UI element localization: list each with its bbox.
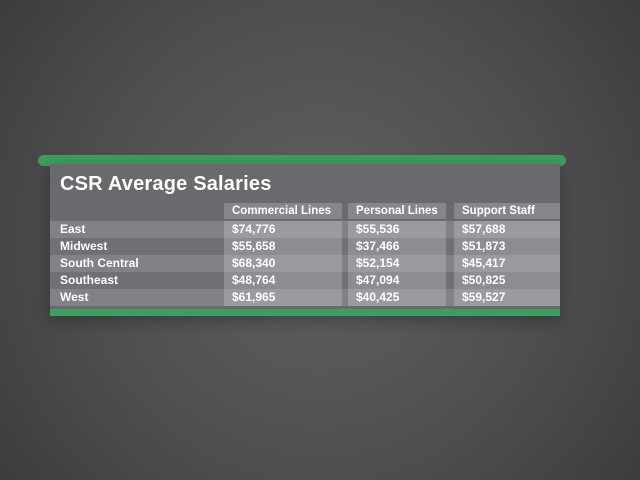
cell-value: $45,417 (454, 255, 560, 272)
table-row-south-central: South Central $68,340 $52,154 $45,417 (50, 255, 560, 272)
green-top-accent-bar (38, 155, 566, 166)
row-label: South Central (60, 256, 139, 270)
cell-value: $55,658 (224, 238, 342, 255)
cell-value: $50,825 (454, 272, 560, 289)
green-bottom-accent-bar (50, 309, 560, 316)
column-header-support-staff: Support Staff (454, 203, 560, 219)
cell-value: $48,764 (224, 272, 342, 289)
cell-value: $52,154 (348, 255, 446, 272)
row-label: West (60, 290, 89, 304)
cell-value: $68,340 (224, 255, 342, 272)
table-row-west: West $61,965 $40,425 $59,527 (50, 289, 560, 306)
row-label: Midwest (60, 239, 108, 253)
table-row-midwest: Midwest $55,658 $37,466 $51,873 (50, 238, 560, 255)
table-row-southeast: Southeast $48,764 $47,094 $50,825 (50, 272, 560, 289)
cell-value: $57,688 (454, 221, 560, 238)
table-title: CSR Average Salaries (60, 173, 272, 195)
column-header-personal-lines: Personal Lines (348, 203, 446, 219)
cell-value: $74,776 (224, 221, 342, 238)
row-label: East (60, 222, 86, 236)
cell-value: $59,527 (454, 289, 560, 306)
cell-value: $47,094 (348, 272, 446, 289)
row-label: Southeast (60, 273, 119, 287)
cell-value: $55,536 (348, 221, 446, 238)
cell-value: $40,425 (348, 289, 446, 306)
cell-value: $37,466 (348, 238, 446, 255)
table-body: East $74,776 $55,536 $57,688 Midwest $55… (50, 221, 560, 306)
table-row-east: East $74,776 $55,536 $57,688 (50, 221, 560, 238)
cell-value: $51,873 (454, 238, 560, 255)
salary-table-panel: CSR Average Salaries Commercial Lines Pe… (50, 164, 560, 316)
column-header-commercial-lines: Commercial Lines (224, 203, 342, 219)
table-header-row: Commercial Lines Personal Lines Support … (50, 203, 560, 219)
cell-value: $61,965 (224, 289, 342, 306)
